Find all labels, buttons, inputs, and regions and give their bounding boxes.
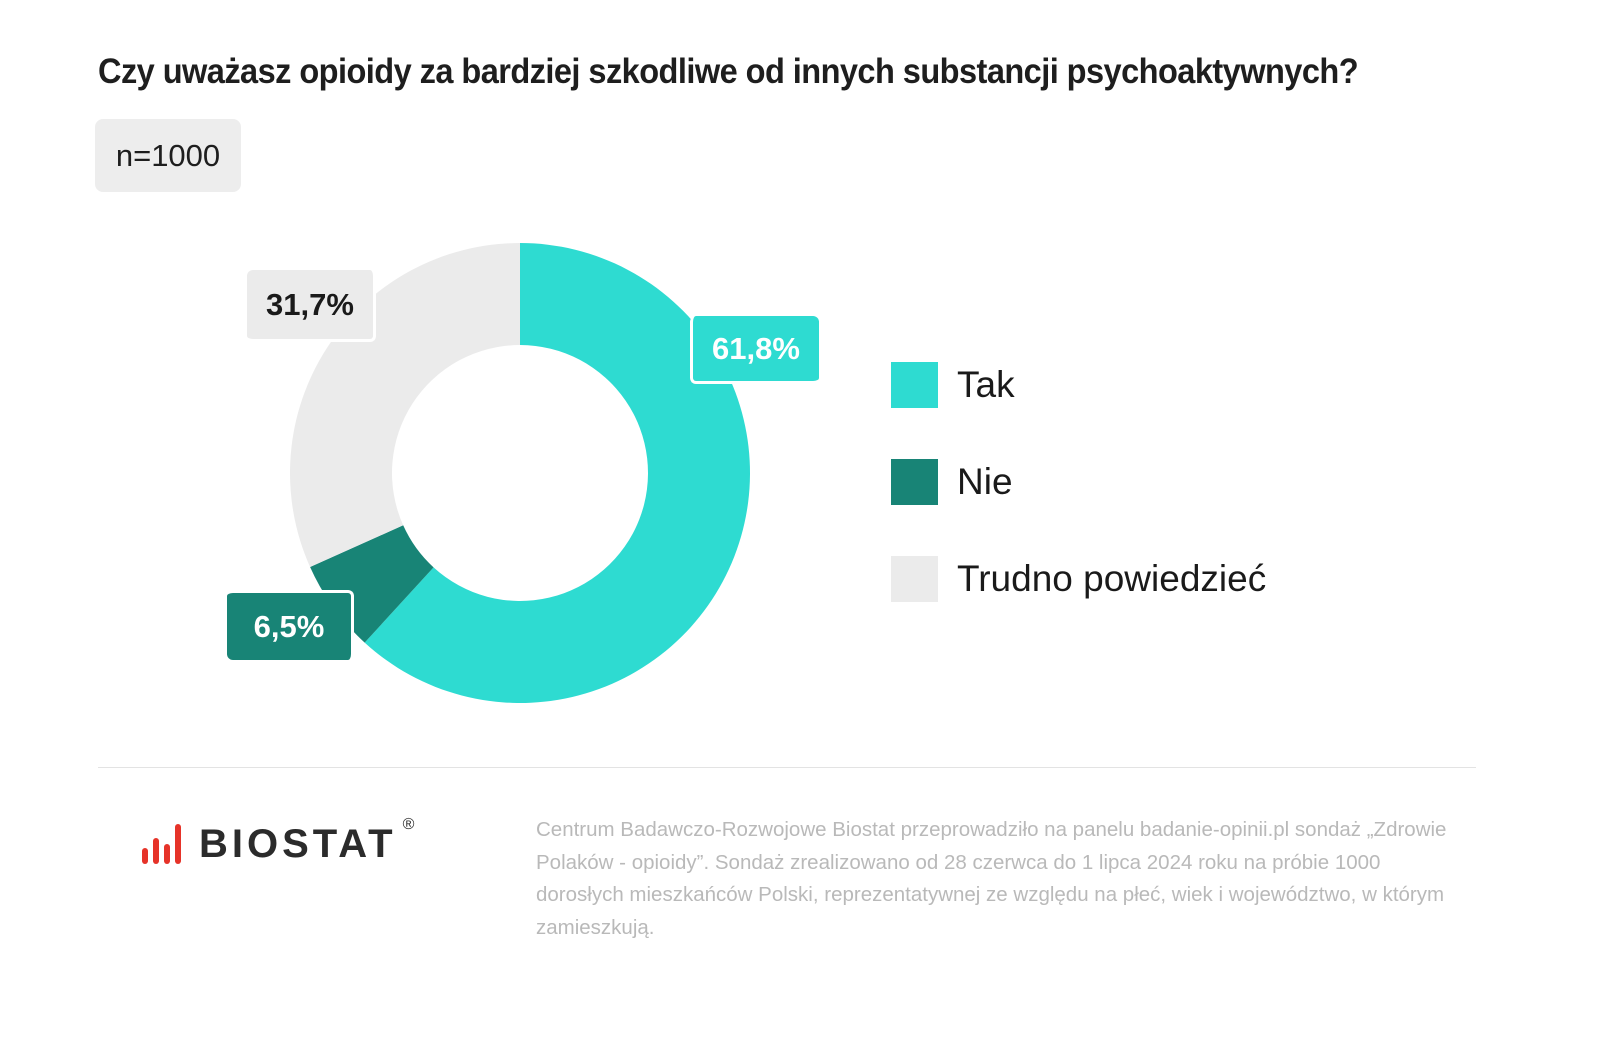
legend-label: Trudno powiedzieć: [957, 558, 1267, 599]
data-label-nie: 6,5%: [227, 590, 354, 660]
brand-name: BIOSTAT: [199, 822, 397, 866]
legend-item-nie: Nie: [891, 459, 1266, 505]
footer-divider: [98, 767, 1476, 768]
legend-item-trudno: Trudno powiedzieć: [891, 556, 1266, 602]
legend-swatch-nie: [891, 459, 938, 505]
legend-item-tak: Tak: [891, 362, 1266, 408]
legend-swatch-tak: [891, 362, 938, 408]
sample-size-badge: n=1000: [95, 119, 241, 192]
survey-methodology-note: Centrum Badawczo-Rozwojowe Biostat przep…: [536, 818, 1447, 939]
chart-legend: Tak Nie Trudno powiedzieć: [891, 362, 1266, 653]
legend-swatch-trudno: [891, 556, 938, 602]
legend-label: Nie: [957, 461, 1013, 502]
bar-chart-logo-icon: [142, 820, 181, 864]
chart-title: Czy uważasz opioidy za bardziej szkodliw…: [98, 52, 1359, 91]
registered-mark: ®: [402, 816, 415, 833]
biostat-logo: BIOSTAT ®: [142, 816, 414, 866]
data-label-tak: 61,8%: [690, 316, 819, 384]
data-label-trudno: 31,7%: [247, 270, 376, 342]
legend-label: Tak: [957, 364, 1015, 405]
donut-segment-tak: [364, 243, 750, 703]
